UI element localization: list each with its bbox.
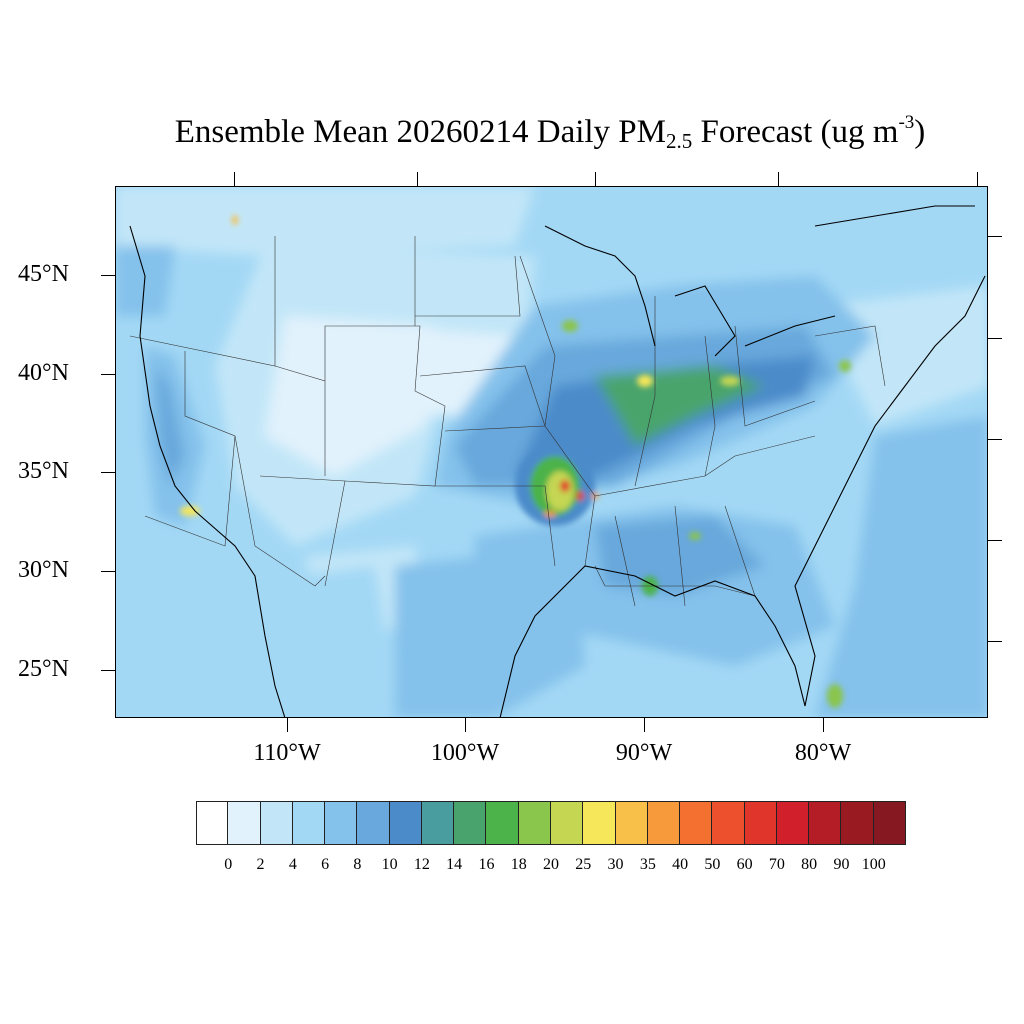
lat-label-40n: 40°N [18,360,69,386]
colorbar-swatch [551,801,584,845]
colorbar-swatch [357,801,390,845]
colorbar-swatch [809,801,842,845]
lon-label-100w: 100°W [430,740,500,766]
colorbar-label: 12 [413,856,430,873]
colorbar-label: 2 [256,856,265,873]
colorbar-swatch [680,801,713,845]
colorbar-label: 16 [478,856,495,873]
lat-label-30n: 30°N [18,557,69,583]
lat-label-45n: 45°N [18,261,69,287]
coastlines [129,205,986,718]
colorbar-swatch [325,801,358,845]
map-canvas [115,186,988,718]
colorbar-label: 100 [861,856,886,873]
colorbar-label: 40 [672,856,689,873]
colorbar-swatch [712,801,745,845]
colorbar-label: 25 [575,856,592,873]
colorbar-swatch [196,801,229,845]
colorbar-label: 4 [288,856,297,873]
colorbar-swatch [486,801,519,845]
colorbar-swatch [421,801,455,845]
lat-label-35n: 35°N [18,458,69,484]
colorbar-swatch [841,801,874,845]
colorbar-swatch [873,801,906,845]
colorbar-label: 80 [801,856,818,873]
lon-label-90w: 90°W [615,740,673,766]
colorbar-label: 10 [381,856,398,873]
colorbar-label: 20 [543,856,559,873]
colorbar-swatch [744,801,777,845]
colorbar-label: 50 [704,856,721,873]
colorbar-swatch [260,801,293,845]
lon-label-80w: 80°W [794,740,852,766]
colorbar-swatch [518,801,551,845]
lat-label-25n: 25°N [18,656,69,682]
colorbar-label: 18 [510,856,527,873]
colorbar-swatch [389,801,422,845]
map-title: Ensemble Mean 20260214 Daily PM2.5 Forec… [174,112,926,153]
colorbar-label: 0 [224,856,233,873]
colorbar-swatch [228,801,261,845]
lon-label-110w: 110°W [253,740,321,766]
hotspots [180,215,851,708]
colorbar-swatch [647,801,681,845]
colorbar-label: 90 [833,856,850,873]
colorbar-swatch [292,801,326,845]
colorbar-label: 30 [607,856,624,873]
colorbar-label: 14 [446,856,463,873]
colorbar-label: 60 [736,856,753,873]
pm25-map [115,186,988,718]
colorbar-label: 70 [768,856,785,873]
colorbar-swatch [454,801,487,845]
colorbar-swatch [615,801,648,845]
state-boundaries [129,236,886,607]
colorbar-swatch [583,801,616,845]
colorbar [196,801,906,845]
map-frame [115,186,988,718]
colorbar-label: 6 [321,856,330,873]
colorbar-label: 8 [353,856,362,873]
colorbar-swatch [776,801,810,845]
colorbar-label: 35 [639,856,656,873]
